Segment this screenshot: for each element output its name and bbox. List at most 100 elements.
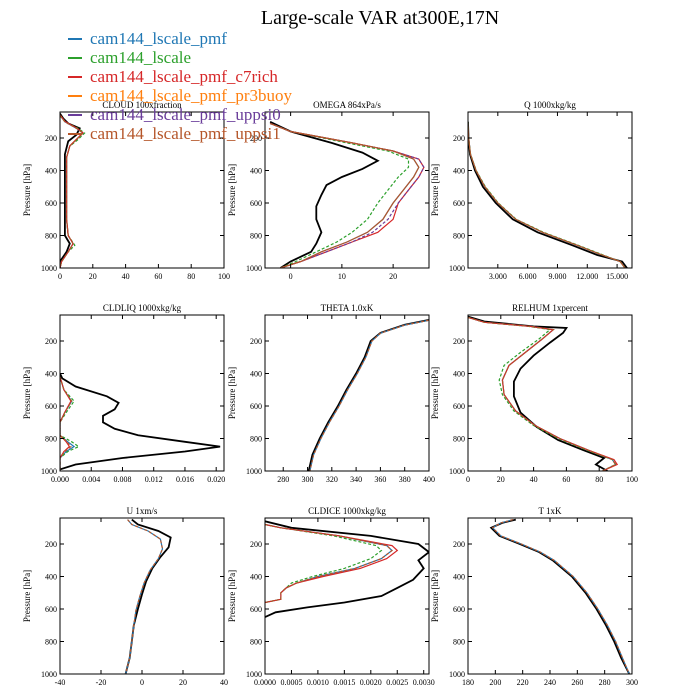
panel-4: THETA 1.0xK Pressure [hPa] 200 400 600 800 100… <box>227 303 435 484</box>
series-group <box>60 373 221 471</box>
y-tick-label: 400 <box>45 370 57 379</box>
x-tick-label: 20 <box>497 475 505 484</box>
x-tick-label: 180 <box>462 678 474 687</box>
x-tick-label: 300 <box>626 678 638 687</box>
x-tick-label: 40 <box>530 475 538 484</box>
x-tick-label: 280 <box>277 475 289 484</box>
y-tick-label: 400 <box>45 167 57 176</box>
y-tick-label: 200 <box>453 337 465 346</box>
series-line-4 <box>265 523 393 604</box>
x-tick-label: 60 <box>562 475 570 484</box>
y-axis-label: Pressure [hPa] <box>430 367 440 419</box>
x-tick-label: 0 <box>466 475 470 484</box>
y-tick-label: 400 <box>250 370 262 379</box>
series-line-3 <box>269 122 425 268</box>
x-tick-label: 80 <box>595 475 603 484</box>
series-line-4 <box>468 316 617 471</box>
legend-item: cam144_lscale_pmf_pr3buoy <box>68 86 293 105</box>
panel-title: OMEGA 864xPa/s <box>313 100 381 110</box>
series-line-1 <box>468 316 617 471</box>
y-tick-label: 200 <box>45 540 57 549</box>
y-tick-label: 1000 <box>41 264 57 273</box>
legend-label: cam144_lscale_pmf_c7rich <box>90 67 278 86</box>
series-line-2 <box>468 316 617 471</box>
x-tick-label: 0.0010 <box>307 678 329 687</box>
series-line-2 <box>269 122 410 268</box>
x-tick-label: 20 <box>389 272 397 281</box>
series-group <box>307 319 429 471</box>
x-tick-label: 0.004 <box>82 475 100 484</box>
series-line-3 <box>468 316 619 471</box>
series-line-0 <box>269 120 380 268</box>
y-tick-label: 200 <box>453 540 465 549</box>
legend-item: cam144_lscale_pmf <box>68 29 227 48</box>
series-line-0 <box>265 520 429 618</box>
y-tick-label: 800 <box>453 435 465 444</box>
series-line-4 <box>60 114 84 268</box>
x-tick-label: 360 <box>374 475 386 484</box>
series-line-0 <box>60 373 221 471</box>
y-tick-label: 600 <box>250 402 262 411</box>
plot-frame <box>264 517 430 675</box>
y-tick-label: 200 <box>45 337 57 346</box>
y-tick-label: 200 <box>250 134 262 143</box>
x-tick-label: 260 <box>571 678 583 687</box>
y-tick-label: 1000 <box>449 670 465 679</box>
legend-label: cam144_lscale <box>90 48 191 67</box>
x-tick-label: 220 <box>517 678 529 687</box>
panel-2: Q 1000xkg/kg Pressure [hPa] 200 400 600 800 10… <box>430 100 633 281</box>
x-tick-label: 20 <box>89 272 97 281</box>
x-tick-label: 3.000 <box>489 272 507 281</box>
series-line-2 <box>309 319 429 471</box>
y-axis-label: Pressure [hPa] <box>22 570 32 622</box>
series-line-1 <box>491 519 630 674</box>
x-tick-label: 20 <box>179 678 187 687</box>
x-tick-label: 300 <box>302 475 314 484</box>
y-tick-label: 200 <box>250 540 262 549</box>
series-line-1 <box>269 122 420 268</box>
y-tick-label: 200 <box>453 134 465 143</box>
x-tick-label: 40 <box>220 678 228 687</box>
panel-title: CLDICE 1000xkg/kg <box>308 506 386 516</box>
x-tick-label: 0.0005 <box>280 678 302 687</box>
panel-title: CLDLIQ 1000xkg/kg <box>103 303 182 313</box>
x-tick-label: 0 <box>289 272 293 281</box>
x-tick-label: 0.012 <box>145 475 163 484</box>
y-tick-label: 400 <box>453 167 465 176</box>
plot-frame <box>264 314 430 472</box>
series-line-2 <box>491 519 630 674</box>
y-tick-label: 600 <box>45 402 57 411</box>
y-tick-label: 800 <box>250 232 262 241</box>
figure-title: Large-scale VAR at300E,17N <box>261 7 499 29</box>
y-axis-label: Pressure [hPa] <box>430 570 440 622</box>
legend: cam144_lscale_pmfcam144_lscalecam144_lsc… <box>68 29 293 143</box>
x-tick-label: 40 <box>122 272 130 281</box>
y-tick-label: 1000 <box>246 467 262 476</box>
legend-label: cam144_lscale_pmf_pr3buoy <box>90 86 293 105</box>
series-line-0 <box>468 315 608 471</box>
x-tick-label: 200 <box>489 678 501 687</box>
x-tick-label: 0.0000 <box>254 678 276 687</box>
x-tick-label: 0.0015 <box>333 678 355 687</box>
x-tick-label: 12.000 <box>576 272 598 281</box>
panel-3: CLDLIQ 1000xkg/kg Pressure [hPa] 200 400 600… <box>22 303 225 484</box>
series-group <box>468 121 628 268</box>
x-tick-label: 6.000 <box>519 272 537 281</box>
legend-item: cam144_lscale <box>68 48 191 67</box>
panel-title: CLOUD 100xfraction <box>102 100 182 110</box>
y-tick-label: 600 <box>453 605 465 614</box>
series-line-0 <box>489 518 631 674</box>
y-tick-label: 400 <box>453 370 465 379</box>
plot-frame <box>467 314 633 472</box>
series-line-0 <box>60 113 81 268</box>
series-line-2 <box>60 376 80 471</box>
series-group <box>489 518 631 674</box>
y-tick-label: 800 <box>45 638 57 647</box>
series-line-3 <box>468 121 626 268</box>
y-tick-label: 600 <box>45 605 57 614</box>
y-tick-label: 600 <box>453 199 465 208</box>
y-tick-label: 1000 <box>41 670 57 679</box>
